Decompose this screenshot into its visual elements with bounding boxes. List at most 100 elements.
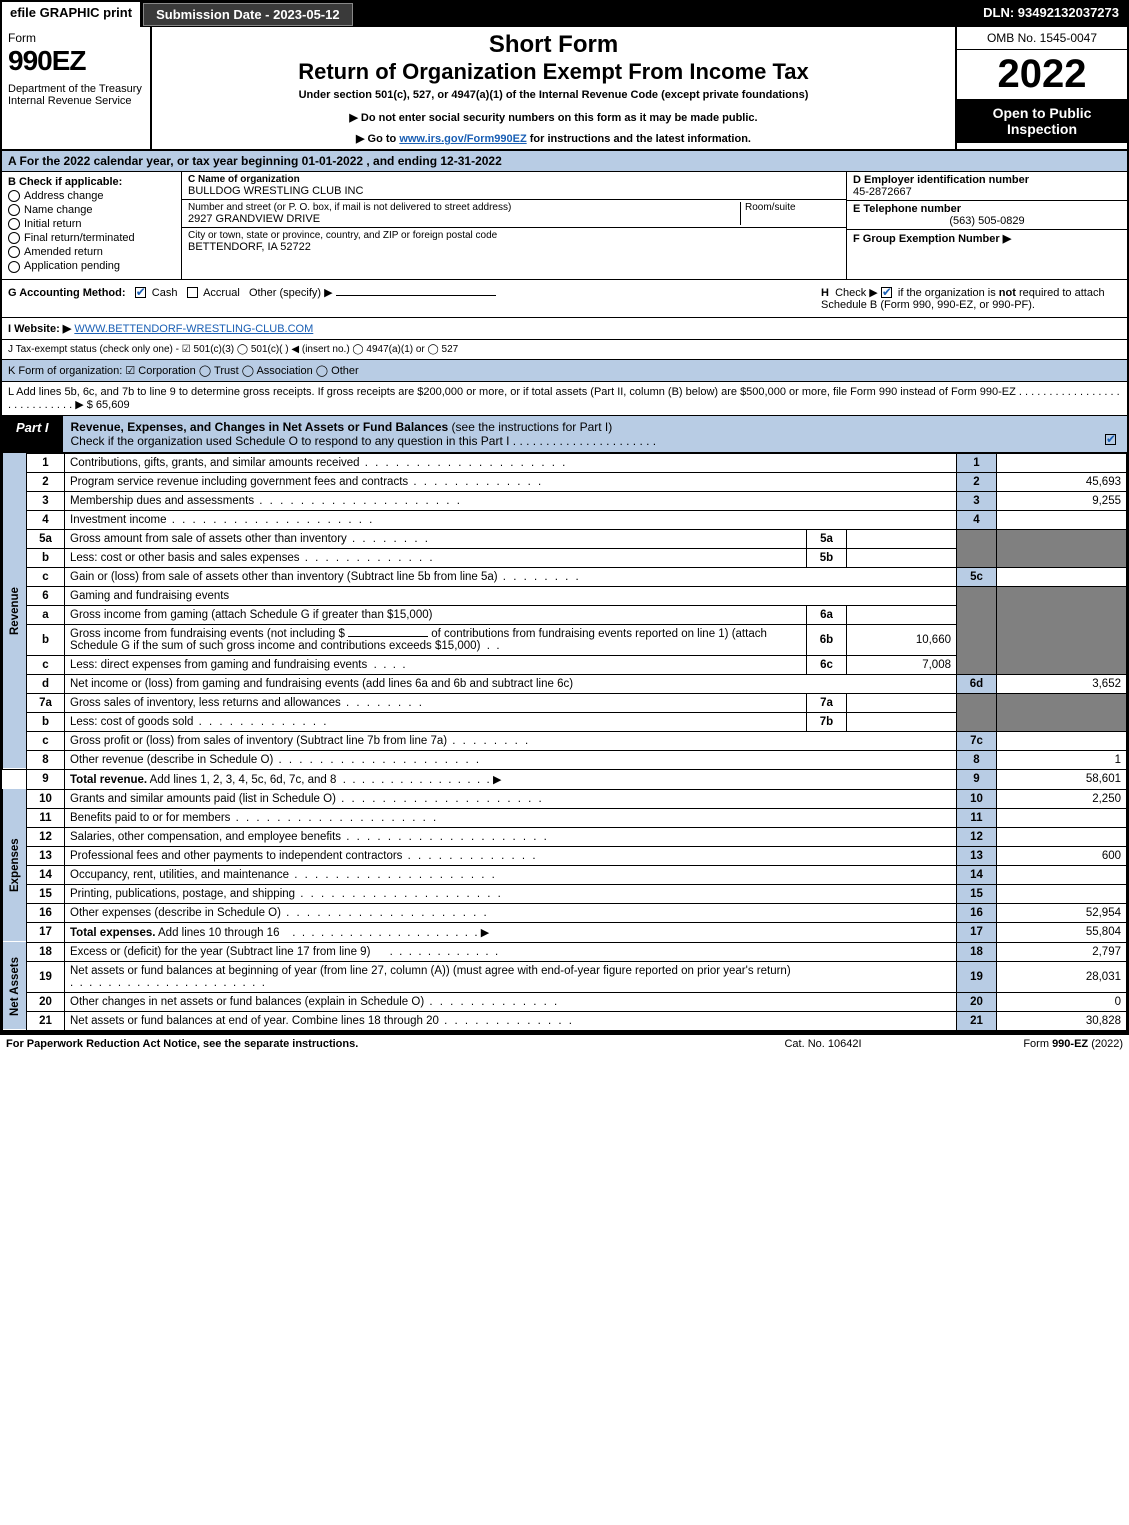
part-i-desc: Revenue, Expenses, and Changes in Net As… <box>63 416 1127 452</box>
checkbox-address-change[interactable] <box>8 190 20 202</box>
line-7c-no: c <box>27 731 65 750</box>
line-15-rval <box>997 884 1127 903</box>
short-form-title: Short Form <box>160 31 947 59</box>
col-def: D Employer identification number 45-2872… <box>847 172 1127 279</box>
line-7b-subval <box>847 712 957 731</box>
header-center: Short Form Return of Organization Exempt… <box>152 27 957 149</box>
lbl-amended-return: Amended return <box>24 246 103 258</box>
line-2-rval: 45,693 <box>997 472 1127 491</box>
line-12-rno: 12 <box>957 827 997 846</box>
room-label: Room/suite <box>745 202 840 213</box>
line-5a-subval <box>847 529 957 548</box>
col-c-organization: C Name of organization BULLDOG WRESTLING… <box>182 172 847 279</box>
open-to-public: Open to Public Inspection <box>957 99 1127 143</box>
arrow-icon: ▶ <box>493 774 501 786</box>
checkbox-final-return[interactable] <box>8 232 20 244</box>
lbl-application-pending: Application pending <box>24 260 120 272</box>
grey-6abc-val <box>997 586 1127 674</box>
part-i-header: Part I Revenue, Expenses, and Changes in… <box>2 416 1127 453</box>
grey-5ab <box>957 529 997 567</box>
line-8-rno: 8 <box>957 750 997 769</box>
line-12-rval <box>997 827 1127 846</box>
line-6b-desc: Gross income from fundraising events (no… <box>65 624 807 655</box>
line-13-rval: 600 <box>997 846 1127 865</box>
line-9-rval: 58,601 <box>997 769 1127 789</box>
goto-pre: ▶ Go to <box>356 133 399 145</box>
checkbox-cash[interactable] <box>135 287 146 298</box>
line-6c-subno: 6c <box>807 655 847 674</box>
ein-value: 45-2872667 <box>853 186 1121 198</box>
org-name-value: BULLDOG WRESTLING CLUB INC <box>188 185 840 197</box>
return-title: Return of Organization Exempt From Incom… <box>160 59 947 85</box>
omb-number: OMB No. 1545-0047 <box>957 27 1127 50</box>
website-link[interactable]: WWW.BETTENDORF-WRESTLING-CLUB.COM <box>74 323 313 335</box>
line-10-rval: 2,250 <box>997 789 1127 808</box>
tax-year: 2022 <box>957 50 1127 99</box>
under-section: Under section 501(c), 527, or 4947(a)(1)… <box>160 89 947 101</box>
irs-link[interactable]: www.irs.gov/Form990EZ <box>399 133 526 145</box>
spacer <box>354 2 976 27</box>
line-7b-desc: Less: cost of goods sold <box>65 712 807 731</box>
checkbox-schedule-b[interactable] <box>881 287 892 298</box>
line-3-rval: 9,255 <box>997 491 1127 510</box>
line-17-rno: 17 <box>957 922 997 942</box>
line-5a-subno: 5a <box>807 529 847 548</box>
org-name-label: C Name of organization <box>188 174 840 185</box>
col-b-title: B Check if applicable: <box>8 176 175 188</box>
line-7a-no: 7a <box>27 693 65 712</box>
line-21-rval: 30,828 <box>997 1011 1127 1030</box>
lbl-other: Other (specify) ▶ <box>249 287 333 299</box>
line-14-rno: 14 <box>957 865 997 884</box>
topbar: efile GRAPHIC print Submission Date - 20… <box>2 2 1127 27</box>
line-5b-desc: Less: cost or other basis and sales expe… <box>65 548 807 567</box>
goto-line: ▶ Go to www.irs.gov/Form990EZ for instru… <box>160 132 947 145</box>
line-15-no: 15 <box>27 884 65 903</box>
line-1-desc: Contributions, gifts, grants, and simila… <box>65 453 957 472</box>
checkbox-amended-return[interactable] <box>8 246 20 258</box>
checkbox-name-change[interactable] <box>8 204 20 216</box>
line-18-no: 18 <box>27 942 65 961</box>
line-6a-no: a <box>27 605 65 624</box>
line-10-rno: 10 <box>957 789 997 808</box>
other-specify-input[interactable] <box>336 295 496 296</box>
efile-print[interactable]: efile GRAPHIC print <box>2 2 142 27</box>
line-5c-rval <box>997 567 1127 586</box>
city-value: BETTENDORF, IA 52722 <box>188 241 840 253</box>
line-2-rno: 2 <box>957 472 997 491</box>
city-label: City or town, state or province, country… <box>188 230 840 241</box>
row-l-gross-receipts: L Add lines 5b, 6c, and 7b to line 9 to … <box>2 382 1127 416</box>
line-16-rval: 52,954 <box>997 903 1127 922</box>
line-14-rval <box>997 865 1127 884</box>
checkbox-schedule-o[interactable] <box>1105 434 1116 445</box>
line-14-no: 14 <box>27 865 65 884</box>
line-6-desc: Gaming and fundraising events <box>65 586 957 605</box>
line-13-desc: Professional fees and other payments to … <box>65 846 957 865</box>
fundraising-amount-input[interactable] <box>348 636 428 637</box>
line-6c-desc: Less: direct expenses from gaming and fu… <box>65 655 807 674</box>
line-18-rno: 18 <box>957 942 997 961</box>
lbl-initial-return: Initial return <box>24 218 81 230</box>
line-5a-no: 5a <box>27 529 65 548</box>
line-3-desc: Membership dues and assessments <box>65 491 957 510</box>
line-20-desc: Other changes in net assets or fund bala… <box>65 992 957 1011</box>
phone-value: (563) 505-0829 <box>853 215 1121 227</box>
line-21-no: 21 <box>27 1011 65 1030</box>
checkbox-initial-return[interactable] <box>8 218 20 230</box>
line-17-rval: 55,804 <box>997 922 1127 942</box>
line-17-no: 17 <box>27 922 65 942</box>
checkbox-application-pending[interactable] <box>8 261 20 273</box>
line-7b-no: b <box>27 712 65 731</box>
footer-center: Cat. No. 10642I <box>723 1038 923 1050</box>
grey-6abc <box>957 586 997 674</box>
line-6c-subval: 7,008 <box>847 655 957 674</box>
grey-7ab <box>957 693 997 731</box>
line-11-rno: 11 <box>957 808 997 827</box>
line-5b-subno: 5b <box>807 548 847 567</box>
checkbox-accrual[interactable] <box>187 287 198 298</box>
row-i-website: I Website: ▶ WWW.BETTENDORF-WRESTLING-CL… <box>2 318 1127 340</box>
row-g-accounting: G Accounting Method: Cash Accrual Other … <box>2 280 1127 318</box>
line-2-desc: Program service revenue including govern… <box>65 472 957 491</box>
line-6b-subno: 6b <box>807 624 847 655</box>
line-1-no: 1 <box>27 453 65 472</box>
footer-right: Form 990-EZ (2022) <box>923 1038 1123 1050</box>
